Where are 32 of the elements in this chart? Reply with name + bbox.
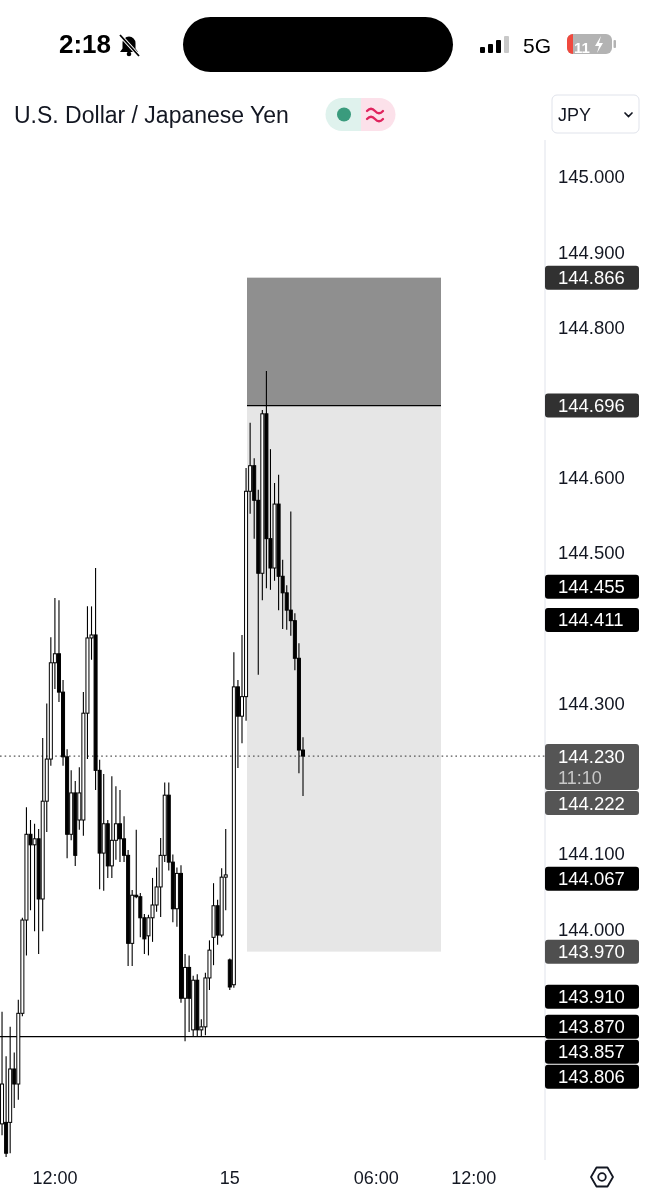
y-tick-label: 144.000	[558, 918, 625, 940]
text: 143.806	[558, 1066, 625, 1088]
candlestick	[117, 789, 122, 863]
text: 143.970	[558, 941, 625, 963]
x-tick-label: 06:00	[353, 1168, 399, 1188]
text: 5G	[523, 34, 552, 57]
x-tick-label: 12:00	[451, 1168, 497, 1188]
y-tick-label: 144.500	[558, 542, 625, 564]
text: 11:10	[558, 768, 602, 789]
text: 144.222	[558, 792, 625, 814]
y-axis-title: JPY	[558, 105, 592, 125]
text: 144.696	[558, 395, 625, 417]
ref-line-label: 144.230	[558, 745, 625, 767]
text: 144.866	[558, 267, 625, 289]
y-tick-label: 144.600	[558, 467, 625, 489]
text: 143.910	[558, 986, 625, 1008]
chart-title: U.S. Dollar / Japanese Yen	[14, 102, 289, 128]
y-tick-label: 144.100	[558, 843, 625, 865]
x-tick-label: 15	[219, 1168, 240, 1188]
y-tick-label: 145.000	[558, 166, 625, 188]
y-tick-label: 144.300	[558, 692, 625, 714]
text: 11	[574, 39, 590, 56]
text: 143.870	[558, 1016, 625, 1038]
text: 144.411	[558, 609, 624, 631]
text: 2:18	[58, 29, 112, 59]
y-tick-label: 144.800	[558, 316, 625, 338]
candlestick	[32, 823, 37, 932]
x-tick-label: 12:00	[32, 1168, 78, 1188]
ref-line-label: 143.857	[558, 1041, 625, 1063]
y-tick-label: 144.900	[558, 241, 625, 263]
text: 144.455	[558, 576, 625, 598]
text: 144.067	[558, 868, 625, 890]
